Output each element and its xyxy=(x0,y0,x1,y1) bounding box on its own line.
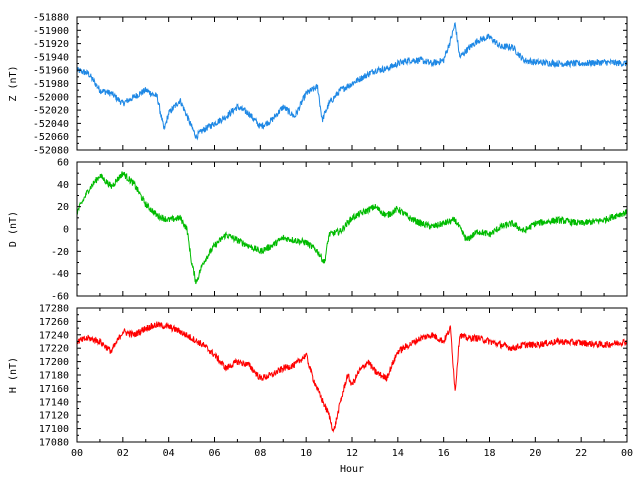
x-tick-label: 06 xyxy=(208,448,220,459)
y-tick-label: 17100 xyxy=(39,424,69,435)
y-tick-label: -51920 xyxy=(33,39,69,50)
y-tick-label: -52000 xyxy=(33,92,69,103)
y-tick-label: 20 xyxy=(57,202,69,213)
y-axis-title: D (nT) xyxy=(8,211,19,247)
x-tick-label: 08 xyxy=(254,448,266,459)
y-tick-label: -52040 xyxy=(33,119,69,130)
x-axis-title: Hour xyxy=(340,464,364,475)
y-tick-label: -51900 xyxy=(33,26,69,37)
x-tick-label: 02 xyxy=(117,448,129,459)
y-tick-label: 17220 xyxy=(39,344,69,355)
y-tick-label: 17260 xyxy=(39,317,69,328)
y-tick-label: 60 xyxy=(57,158,69,169)
plot-frame xyxy=(76,161,628,297)
y-tick-label: 0 xyxy=(63,225,69,236)
panel-d-nt: -60 -40 -20 0 20 40 60 D (nT) xyxy=(8,158,628,303)
y-tick-label: 17240 xyxy=(39,330,69,341)
x-tick-label: 00 xyxy=(71,448,83,459)
y-tick-label: -51880 xyxy=(33,13,69,24)
y-tick-label: -51960 xyxy=(33,66,69,77)
x-tick-label: 12 xyxy=(346,448,358,459)
x-tick-label: 04 xyxy=(163,448,175,459)
y-tick-label: 17120 xyxy=(39,411,69,422)
y-tick-label: -51940 xyxy=(33,52,69,63)
y-tick-label: -40 xyxy=(51,269,69,280)
x-tick-label: 00 xyxy=(621,448,633,459)
panel-z-nt: -52080 -52060 -52040 -52020 -52000 -51980 -519… xyxy=(8,13,628,157)
y-tick-label: -20 xyxy=(51,247,69,258)
y-tick-label: 17080 xyxy=(39,438,69,449)
x-tick-label: 22 xyxy=(575,448,587,459)
y-tick-label: 17280 xyxy=(39,304,69,315)
x-tick-label: 14 xyxy=(392,448,404,459)
y-tick-label: -52080 xyxy=(33,146,69,157)
y-tick-label: -51980 xyxy=(33,79,69,90)
series-line-h-nt xyxy=(76,321,628,434)
y-axis-title: H (nT) xyxy=(8,357,19,393)
y-axis-title: Z (nT) xyxy=(8,65,19,101)
x-tick-label: 16 xyxy=(438,448,450,459)
series-line-z-nt xyxy=(76,22,628,141)
y-tick-label: 40 xyxy=(57,180,69,191)
y-tick-label: 17140 xyxy=(39,397,69,408)
y-tick-label: -60 xyxy=(51,292,69,303)
y-tick-label: 17160 xyxy=(39,384,69,395)
y-tick-label: -52020 xyxy=(33,106,69,117)
x-tick-label: 10 xyxy=(300,448,312,459)
y-tick-label: 17200 xyxy=(39,357,69,368)
y-tick-label: 17180 xyxy=(39,371,69,382)
y-tick-label: -52060 xyxy=(33,132,69,143)
panel-h-nt: 17080 17100 17120 17140 17160 17180 17200 17220… xyxy=(8,304,633,476)
x-tick-label: 18 xyxy=(483,448,495,459)
series-line-d-nt xyxy=(76,171,628,285)
plot-frame xyxy=(76,307,628,443)
x-tick-label: 20 xyxy=(529,448,541,459)
